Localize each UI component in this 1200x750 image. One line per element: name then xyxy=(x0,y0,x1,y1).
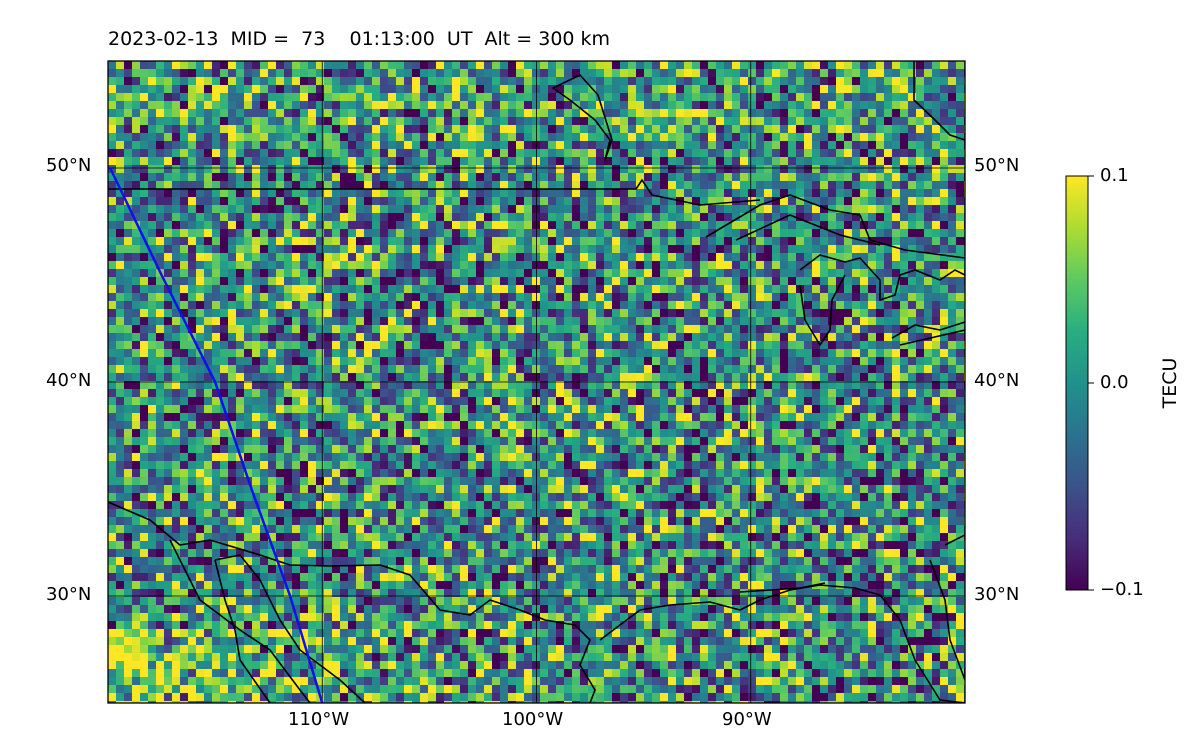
coastline xyxy=(552,74,613,161)
coastline xyxy=(108,179,761,206)
coastline xyxy=(739,582,826,593)
satellite-track xyxy=(109,167,324,703)
coastline xyxy=(799,254,965,301)
colorbar xyxy=(1065,175,1089,591)
colorbar-tick-label: −0.1 xyxy=(1100,579,1144,600)
colorbar-label: TECU xyxy=(1159,358,1181,410)
plot-title: 2023-02-13 MID = 73 01:13:00 UT Alt = 30… xyxy=(108,28,611,50)
coastline xyxy=(944,534,965,546)
colorbar-tick-label: 0.0 xyxy=(1100,372,1129,393)
coastline xyxy=(899,329,965,346)
lat-label-left: 50°N xyxy=(46,155,92,176)
coastline xyxy=(913,61,965,141)
map-frame xyxy=(107,60,966,704)
coastline xyxy=(929,559,965,681)
lon-label: 100°W xyxy=(502,709,564,730)
coastline xyxy=(169,539,311,703)
lat-label-right: 30°N xyxy=(974,584,1020,605)
coastline xyxy=(108,501,596,703)
coastlines-and-borders xyxy=(108,61,965,703)
graticule xyxy=(108,61,965,703)
coastline xyxy=(891,321,965,339)
lat-label-right: 40°N xyxy=(974,370,1020,391)
coastline xyxy=(214,554,366,703)
tec-heatmap xyxy=(108,61,965,703)
coastline xyxy=(214,559,271,703)
lat-label-left: 30°N xyxy=(46,584,92,605)
colorbar-tick-label: 0.1 xyxy=(1100,165,1129,186)
coastline xyxy=(735,214,881,246)
lat-label-right: 50°N xyxy=(974,155,1020,176)
lon-label: 110°W xyxy=(288,709,350,730)
coastline xyxy=(705,194,965,259)
coastline xyxy=(799,274,846,346)
lat-label-left: 40°N xyxy=(46,370,92,391)
lon-label: 90°W xyxy=(722,709,772,730)
